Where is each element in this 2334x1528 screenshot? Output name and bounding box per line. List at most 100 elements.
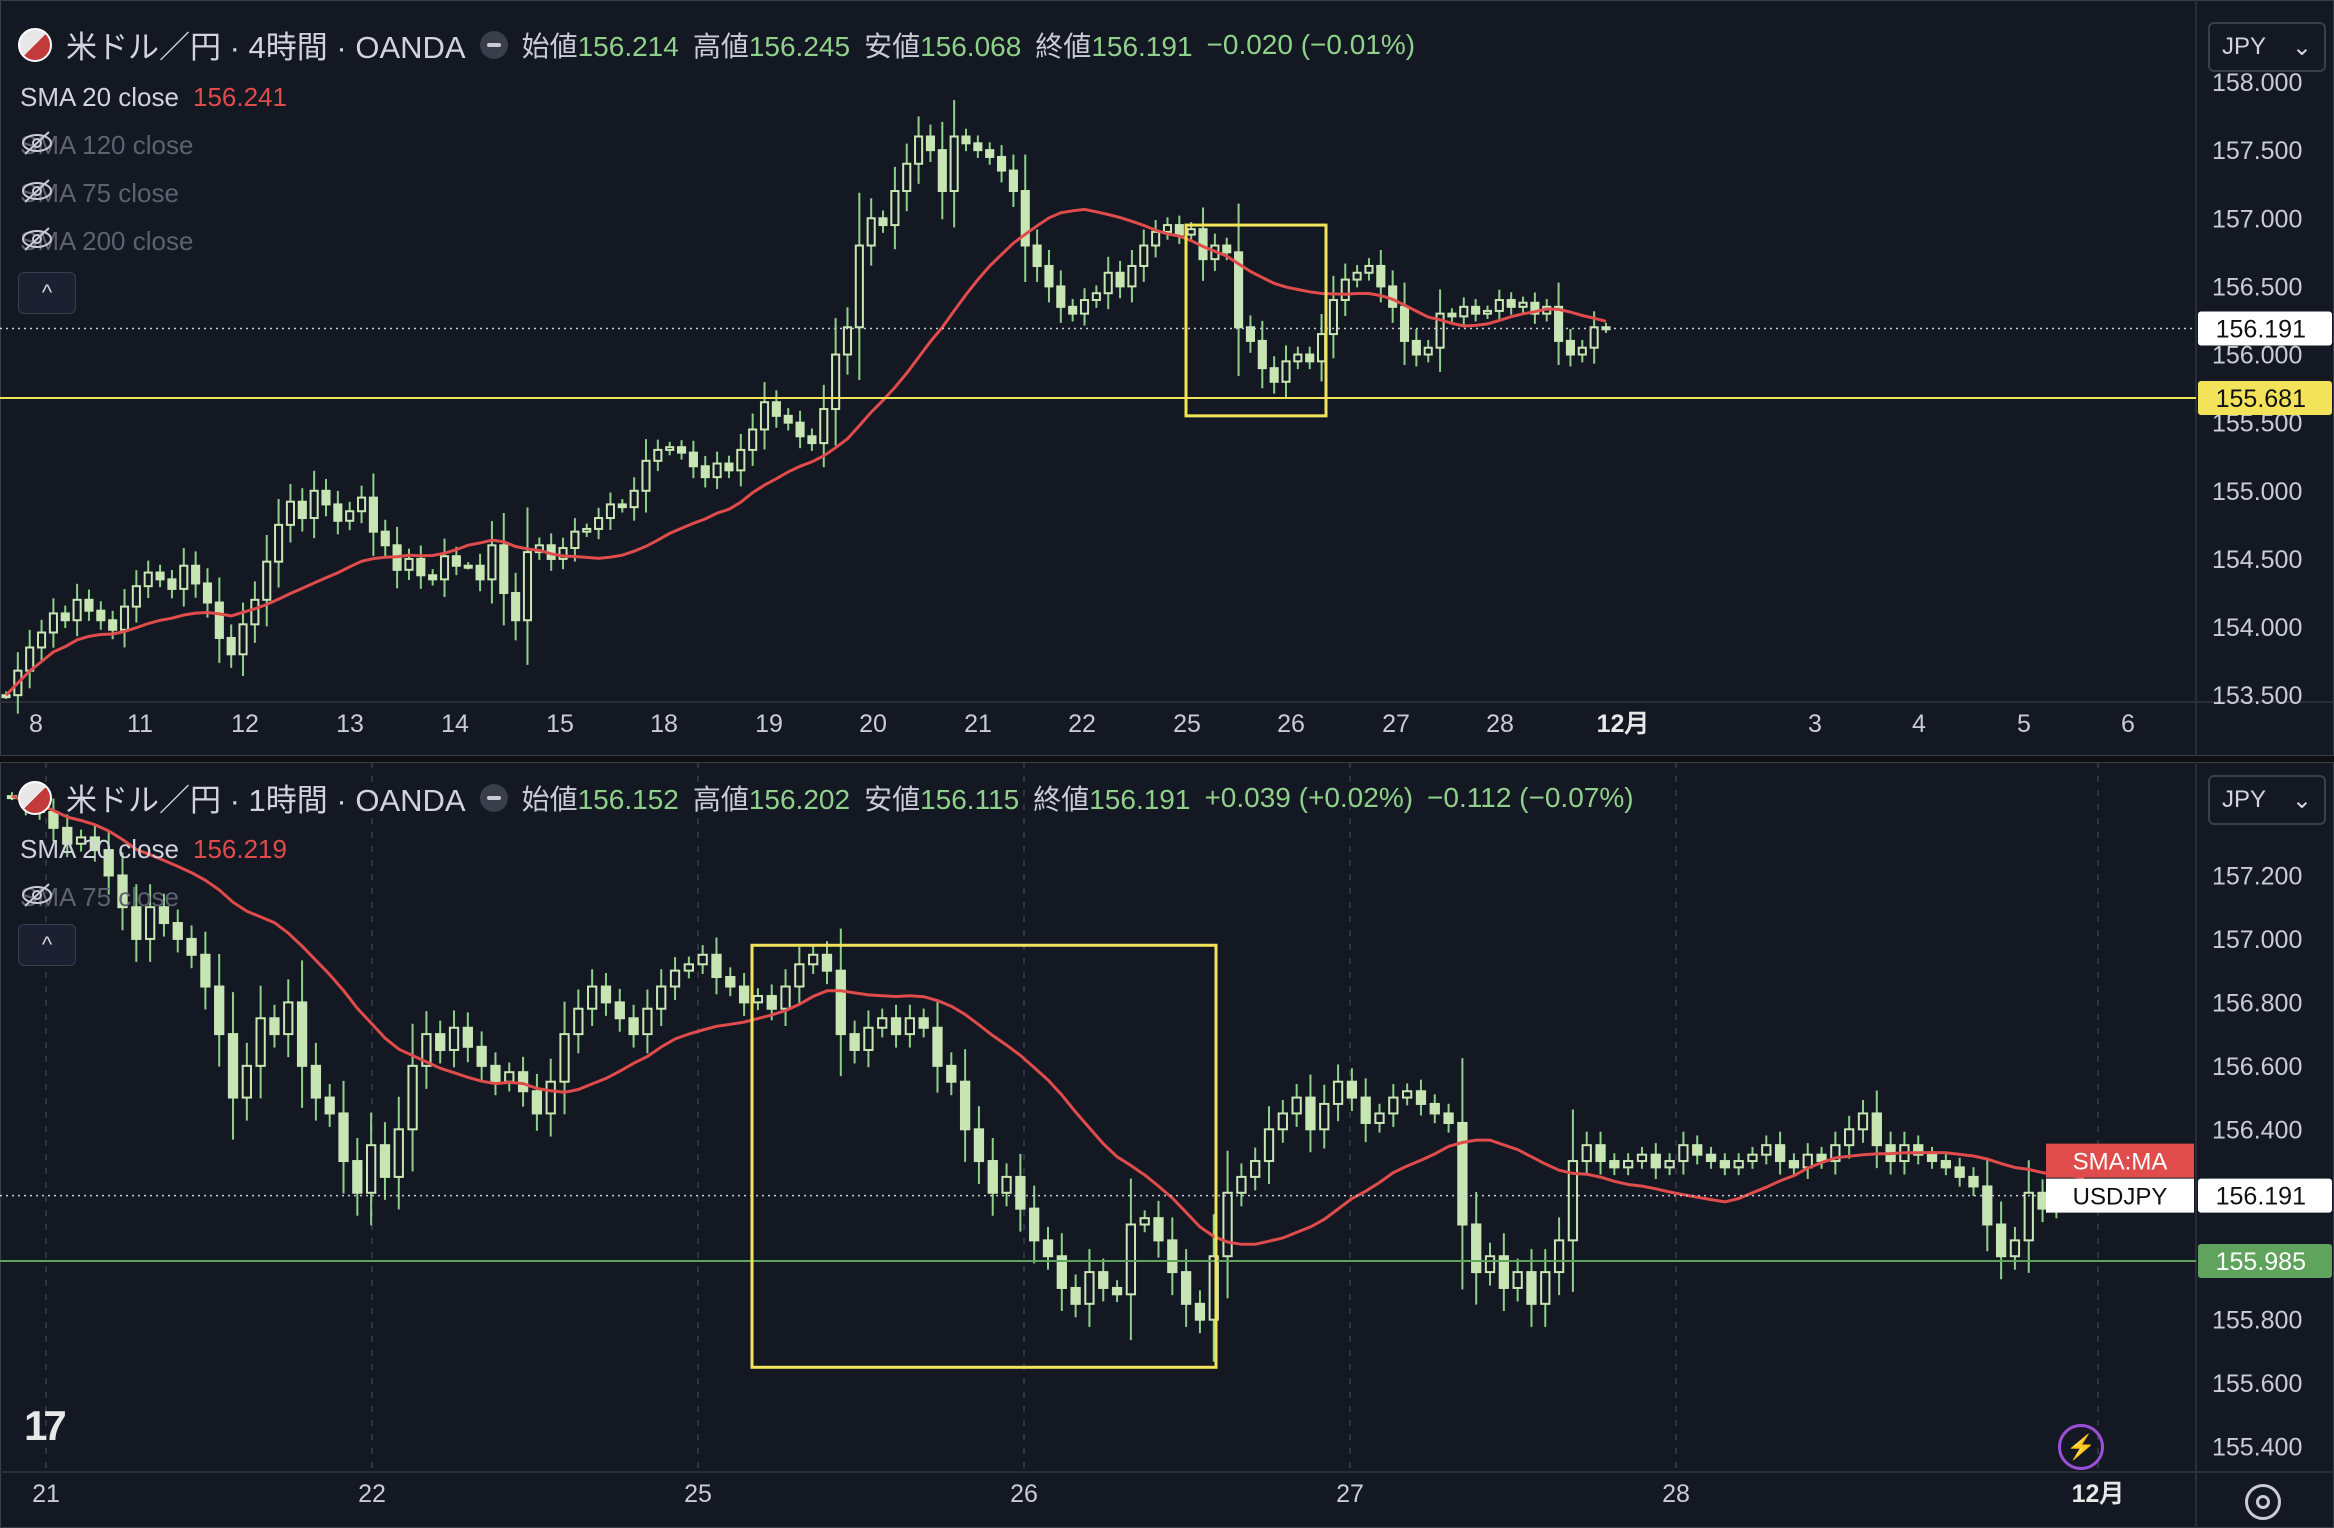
indicator-sma75[interactable]: SMA 75 close — [20, 882, 179, 912]
last-price-tag — [2198, 1178, 2332, 1213]
chart-pane-4h[interactable]: 153.500 154.000 154.500 155.000 155.500 156.0… — [0, 0, 2334, 756]
y-tick-label: 155.000 — [2212, 478, 2302, 506]
candle-body — [656, 985, 667, 1010]
candle-body — [1830, 1144, 1841, 1163]
candle-body — [1139, 244, 1149, 267]
candle-body — [594, 517, 604, 530]
highlight-box — [1184, 223, 1328, 418]
tradingview-logo: 17 — [24, 1402, 67, 1449]
candle-body — [570, 530, 580, 550]
y-tick-label: 156.500 — [2212, 273, 2302, 301]
candle-body — [1926, 1153, 1938, 1163]
candle-body — [771, 401, 781, 417]
candle-body — [1020, 190, 1030, 247]
candle-body — [1103, 271, 1113, 295]
candle-body — [1774, 1144, 1786, 1163]
symbol-title[interactable]: 米ドル／円 · 4時間 · OANDA — [66, 30, 466, 65]
candle-body — [849, 1033, 860, 1051]
ohlc-open: 始値156.214 — [521, 30, 679, 62]
y-tick-label: 155.600 — [2212, 1370, 2302, 1398]
y-tick-label: 154.500 — [2212, 546, 2302, 574]
candle-body — [1281, 360, 1291, 383]
price-change: +0.039 (+0.02%) — [1204, 781, 1414, 813]
eye-off-icon[interactable] — [20, 226, 54, 252]
candle-body — [451, 555, 461, 567]
candle-body — [1032, 244, 1042, 267]
ohlc-high: 高値156.245 — [692, 30, 851, 62]
candle-body — [683, 963, 694, 972]
candle-body — [1084, 1271, 1095, 1305]
candle-body — [1636, 1153, 1648, 1163]
candle-body — [531, 1090, 543, 1115]
last-price-label: 156.191 — [2216, 1183, 2306, 1211]
candle-body — [725, 976, 736, 988]
candle-body — [545, 1080, 556, 1115]
sma20-line — [11, 794, 2085, 1246]
candle-body — [462, 1026, 473, 1048]
candle-body — [780, 985, 791, 1010]
candle-body — [103, 849, 114, 877]
candle-body — [1498, 1255, 1509, 1289]
candle-body — [1, 694, 11, 699]
eye-off-icon[interactable] — [20, 882, 54, 908]
candle-body — [117, 874, 128, 909]
candle-body — [1692, 1144, 1703, 1156]
candle-body — [724, 462, 734, 472]
candle-body — [1111, 1286, 1123, 1296]
collapse-legend-button[interactable]: ^ — [18, 272, 76, 314]
candle-body — [973, 142, 983, 152]
candle-body — [1364, 264, 1374, 274]
candle-body — [416, 557, 426, 577]
candle-body — [1471, 305, 1481, 315]
candle-body — [959, 1080, 971, 1131]
indicator-sma20[interactable]: SMA 20 close 156.241 — [20, 82, 287, 112]
candle-body — [379, 1144, 391, 1178]
candle-body — [1167, 1239, 1178, 1274]
collapse-legend-button[interactable]: ^ — [18, 924, 76, 966]
candle-body — [84, 598, 94, 612]
candle-body — [1968, 1175, 1979, 1188]
candle-body — [1664, 1160, 1675, 1169]
indicator-sma200[interactable]: SMA 200 close — [20, 226, 194, 256]
x-tick-label: 25 — [684, 1480, 712, 1508]
currency-select[interactable]: JPY ⌄ — [2208, 775, 2326, 825]
candle-body — [324, 1096, 335, 1115]
candle-body — [1526, 1271, 1537, 1305]
candle-body — [1747, 1153, 1758, 1163]
indicator-sma20[interactable]: SMA 20 close 156.219 — [20, 834, 287, 864]
x-tick-label: 14 — [441, 710, 469, 738]
settings-gear-icon[interactable] — [2245, 1484, 2281, 1520]
candle-body — [158, 906, 170, 925]
candle-body — [238, 623, 248, 656]
candle-body — [439, 555, 450, 581]
candle-body — [167, 578, 177, 590]
candle-body — [688, 451, 698, 468]
candle-body — [1435, 312, 1445, 349]
candle-body — [1153, 1217, 1164, 1242]
eye-off-icon[interactable] — [20, 130, 54, 156]
symbol-menu-button[interactable] — [479, 783, 508, 812]
chart-canvas-1h[interactable]: 155.400155.600155.800156.000156.200156.4… — [0, 762, 2334, 1528]
candle-body — [75, 836, 87, 845]
symbol-tag — [2046, 1178, 2194, 1213]
candle-body — [250, 598, 260, 626]
candle-body — [759, 401, 770, 431]
lightning-icon[interactable]: ⚡ — [2058, 1424, 2104, 1470]
indicator-sma120[interactable]: SMA 120 close — [20, 130, 194, 160]
currency-select[interactable]: JPY ⌄ — [2208, 22, 2326, 72]
symbol-title[interactable]: 米ドル／円 · 1時間 · OANDA — [66, 783, 466, 818]
chart-canvas-4h[interactable]: 153.500154.000154.500155.000155.500156.0… — [0, 0, 2334, 756]
eye-off-icon[interactable] — [20, 178, 54, 204]
candle-body — [558, 547, 568, 560]
candle-body — [1982, 1185, 1993, 1226]
x-tick-label: 13 — [336, 710, 364, 738]
candle-body — [262, 560, 272, 601]
indicator-sma75[interactable]: SMA 75 close — [20, 178, 179, 208]
candle-body — [582, 527, 592, 533]
candle-body — [835, 969, 846, 1036]
symbol-menu-button[interactable] — [479, 30, 508, 59]
candle-body — [517, 1071, 529, 1093]
chart-pane-1h[interactable]: 155.400155.600155.800156.000156.200156.4… — [0, 762, 2334, 1528]
x-tick-label: 22 — [358, 1480, 386, 1508]
candle-body — [842, 326, 853, 356]
